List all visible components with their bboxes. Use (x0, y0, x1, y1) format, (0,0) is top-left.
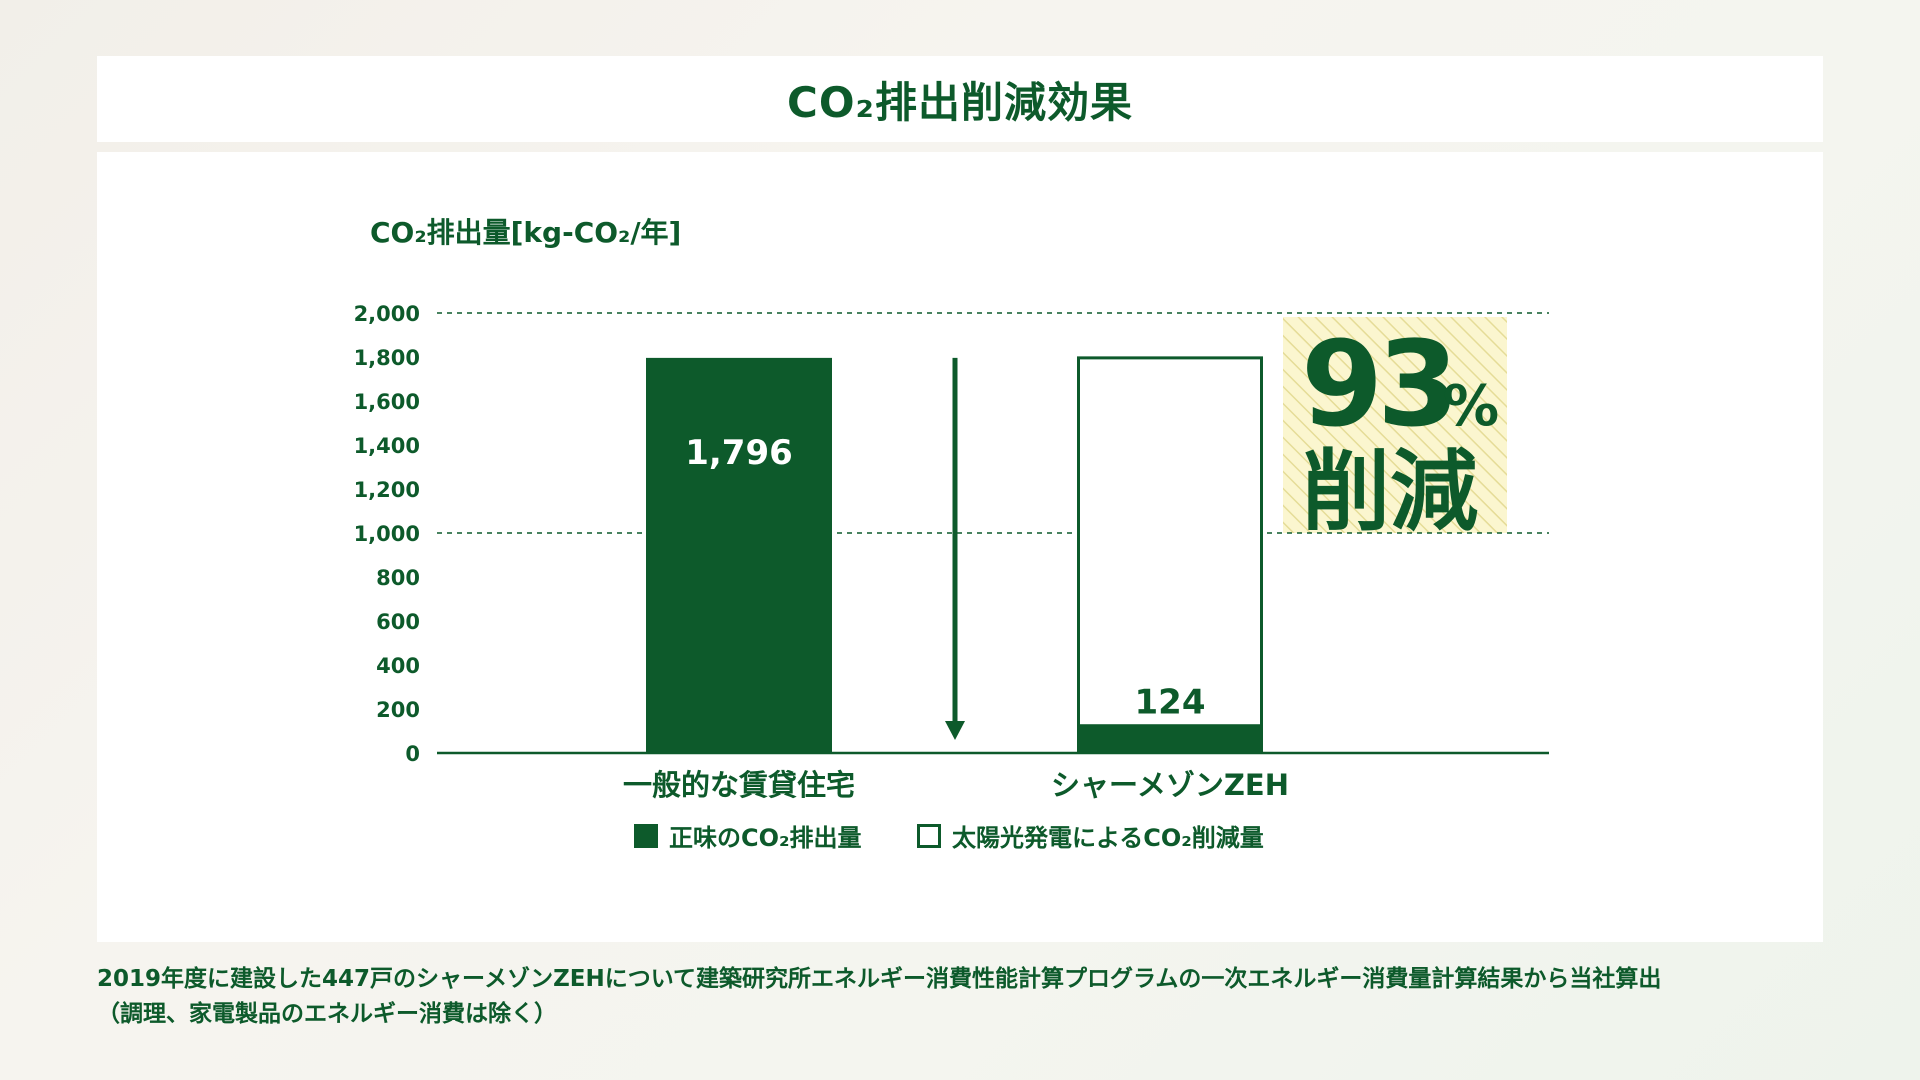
chart-panel: CO₂排出量[kg-CO₂/年] 93% 削減 1,796 124 2,000 1,8… (97, 152, 1823, 942)
y-tick-label: 1,600 (354, 390, 420, 414)
legend: 正味のCO₂排出量 太陽光発電によるCO₂削減量 (634, 824, 1264, 852)
y-axis-label: CO₂排出量[kg-CO₂/年] (370, 216, 681, 249)
title-bar: CO₂排出削減効果 (97, 56, 1823, 142)
y-tick-label: 800 (376, 566, 420, 590)
x-tick-label: 一般的な賃貸住宅 (623, 768, 855, 802)
bar-net-emission (646, 357, 832, 753)
x-tick-label: シャーメゾンZEH (1051, 768, 1289, 802)
y-tick-label: 2,000 (354, 302, 420, 326)
y-tick-label: 400 (376, 654, 420, 678)
bar-net-emission (1077, 725, 1263, 753)
footnote-line-1: 2019年度に建設した447戸のシャーメゾンZEHについて建築研究所エネルギー消… (97, 966, 1662, 992)
y-tick-label: 1,800 (354, 346, 420, 370)
y-tick-label: 1,400 (354, 434, 420, 458)
reduction-percent-unit: % (1443, 374, 1499, 439)
reduction-annotation: 93%削減 (1283, 315, 1507, 543)
y-tick-label: 600 (376, 610, 420, 634)
highlight-box (1283, 317, 1507, 533)
grid-layer (437, 312, 1549, 755)
footnote-line-2: （調理、家電製品のエネルギー消費は除く） (97, 1001, 557, 1027)
x-ticks: 一般的な賃貸住宅 シャーメゾンZEH (623, 768, 1289, 802)
footnote: 2019年度に建設した447戸のシャーメゾンZEHについて建築研究所エネルギー消… (97, 962, 1837, 1032)
y-tick-label: 0 (405, 742, 420, 766)
y-tick-label: 200 (376, 698, 420, 722)
reduction-text: 削減 (1302, 440, 1478, 543)
bar-value-label: 1,796 (685, 433, 793, 473)
legend-label: 太陽光発電によるCO₂削減量 (952, 824, 1264, 852)
y-ticks: 2,000 1,800 1,600 1,400 1,200 1,000 800 600 400 2… (354, 302, 420, 766)
bars-layer: 1,796 124 (646, 356, 1263, 753)
legend-label: 正味のCO₂排出量 (669, 824, 862, 852)
legend-swatch-filled (634, 824, 658, 848)
y-tick-label: 1,000 (354, 522, 420, 546)
reduction-arrow-head (945, 721, 965, 740)
legend-swatch-outline (917, 824, 941, 848)
bar-reduction (1077, 356, 1263, 728)
bar-value-label: 124 (1135, 683, 1206, 723)
y-tick-label: 1,200 (354, 478, 420, 502)
bar-chart: CO₂排出量[kg-CO₂/年] 93%削減 1,796 124 2,000 1,8… (354, 216, 1549, 852)
reduction-percent-value: 93 (1301, 315, 1453, 453)
page-title: CO₂排出削減効果 (787, 77, 1133, 127)
